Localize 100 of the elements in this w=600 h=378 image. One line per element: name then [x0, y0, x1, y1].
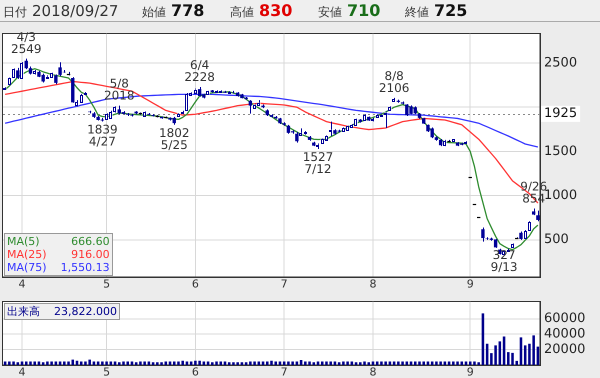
candlestick: [430, 127, 434, 139]
candlestick: [536, 210, 540, 222]
y-tick-label: 60000: [544, 311, 586, 326]
bar: [88, 360, 91, 365]
bar: [164, 362, 168, 365]
bar: [520, 337, 522, 365]
text: 始値 778: [142, 0, 204, 20]
bar: [482, 313, 484, 365]
bar: [224, 362, 226, 365]
bar: [300, 360, 302, 365]
candlestick: [248, 100, 252, 114]
bar: [76, 360, 78, 365]
bar: [329, 362, 332, 365]
bar: [287, 362, 290, 365]
bar: [232, 362, 235, 365]
text: MA(5) 666.60: [7, 235, 110, 248]
x-tick-label: 9: [466, 277, 474, 290]
x-tick-label: 6: [192, 277, 199, 290]
bar: [24, 362, 28, 365]
bar: [20, 362, 24, 365]
text: 高値 830: [230, 0, 292, 20]
bar: [270, 360, 273, 365]
bar: [186, 362, 188, 365]
bar: [177, 362, 180, 365]
bar: [219, 362, 222, 365]
bar: [194, 360, 197, 365]
bar: [278, 362, 282, 365]
bar: [464, 362, 468, 365]
bar: [384, 362, 387, 365]
bar: [92, 362, 96, 365]
bar: [58, 362, 62, 365]
bar: [346, 362, 349, 365]
bar: [430, 362, 434, 365]
bar: [181, 360, 184, 365]
x-tick-label: 8: [369, 277, 376, 290]
bar: [206, 362, 210, 365]
bar: [426, 362, 430, 365]
bar: [262, 362, 264, 365]
bar: [452, 362, 455, 365]
bar: [380, 362, 383, 365]
candlestick: [16, 67, 20, 80]
candlestick: [198, 86, 202, 98]
bar: [42, 362, 44, 365]
bar: [50, 362, 53, 365]
bar: [473, 362, 476, 365]
bar: [312, 362, 316, 365]
candlestick: [481, 226, 485, 242]
bar: [12, 362, 15, 365]
bar: [84, 362, 87, 365]
x-tick-label: 4: [18, 365, 26, 378]
y-tick-label: 1500: [544, 144, 578, 159]
candlestick: [295, 131, 299, 144]
bar: [456, 362, 459, 365]
bar: [498, 341, 502, 365]
bar: [372, 362, 374, 365]
bar: [134, 362, 138, 365]
bar: [439, 362, 442, 365]
bar: [350, 362, 354, 365]
bar: [122, 362, 125, 365]
bar: [249, 362, 252, 365]
text: MA(25) 916.00: [7, 248, 110, 261]
bar: [308, 362, 311, 365]
x-tick-label: 4: [18, 277, 26, 290]
bar: [152, 362, 154, 365]
bar: [139, 362, 142, 365]
bar: [392, 362, 396, 365]
bar: [338, 362, 340, 365]
y-tick-label: 20000: [544, 342, 586, 357]
x-tick-label: 5: [103, 277, 110, 290]
text: 安値 710: [318, 0, 380, 20]
bar: [363, 362, 366, 365]
bar: [325, 362, 328, 365]
bar: [258, 362, 260, 365]
annotation: 6/4 2228: [184, 58, 215, 84]
bar: [143, 362, 146, 365]
candlestick: [405, 104, 408, 117]
annotation: 1839 4/27: [87, 122, 118, 149]
bar: [397, 362, 400, 365]
bar: [296, 362, 298, 365]
annotation: 1802 5/25: [158, 126, 190, 152]
y-tick-label: 40000: [544, 326, 586, 342]
bar: [16, 362, 20, 365]
bar: [156, 362, 159, 365]
bar: [502, 336, 506, 365]
candlestick: [88, 110, 92, 114]
bar: [198, 360, 201, 365]
bar: [160, 362, 163, 365]
bar: [320, 362, 324, 365]
bar: [266, 362, 269, 365]
bar: [359, 362, 362, 365]
bar: [63, 362, 66, 365]
bar: [54, 362, 58, 365]
bar: [494, 345, 497, 365]
bar: [367, 362, 370, 365]
bar: [118, 362, 121, 365]
bar: [334, 362, 336, 365]
bar: [105, 362, 108, 365]
bar: [228, 362, 230, 365]
bar: [291, 362, 294, 365]
y-tick-label: 2500: [544, 55, 578, 70]
